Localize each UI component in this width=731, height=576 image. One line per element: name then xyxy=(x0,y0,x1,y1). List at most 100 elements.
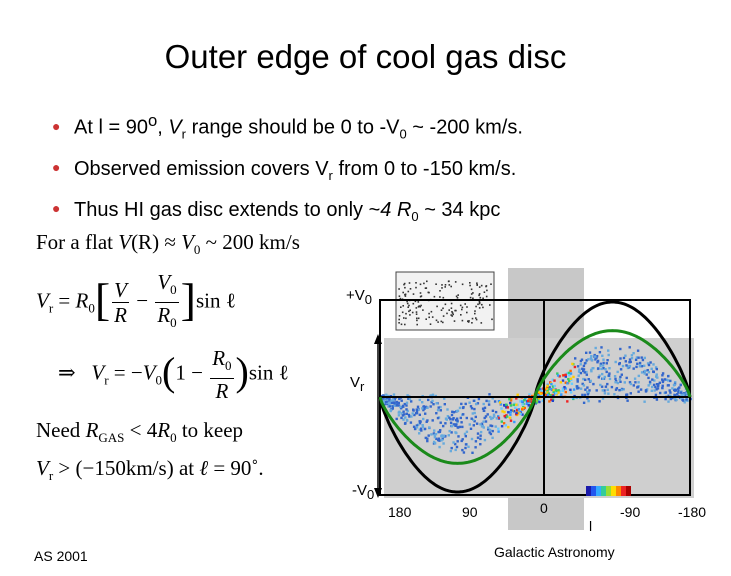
emission-speckle xyxy=(469,405,473,408)
emission-speckle xyxy=(479,434,482,437)
emission-speckle xyxy=(387,405,390,408)
emission-speckle xyxy=(584,388,587,391)
emission-speckle xyxy=(550,394,553,397)
inset-speckle xyxy=(415,307,418,309)
emission-speckle xyxy=(537,390,540,394)
emission-speckle xyxy=(464,446,467,450)
emission-speckle xyxy=(404,416,407,419)
emission-speckle xyxy=(600,385,604,388)
emission-speckle xyxy=(606,359,609,362)
emission-speckle xyxy=(594,355,597,358)
emission-speckle xyxy=(427,434,430,437)
emission-speckle xyxy=(581,393,584,397)
emission-speckle xyxy=(488,431,491,434)
emission-speckle xyxy=(581,382,584,386)
emission-speckle xyxy=(468,423,471,426)
emission-speckle xyxy=(456,440,459,443)
emission-speckle xyxy=(500,407,503,410)
emission-speckle xyxy=(509,410,512,414)
emission-speckle xyxy=(626,365,630,368)
emission-speckle xyxy=(405,408,408,411)
emission-speckle xyxy=(405,412,408,415)
emission-speckle xyxy=(663,378,667,381)
emission-speckle xyxy=(491,397,494,400)
emission-speckle xyxy=(643,364,646,367)
emission-speckle xyxy=(685,392,688,395)
emission-speckle xyxy=(640,371,644,374)
emission-speckle xyxy=(385,393,388,396)
emission-speckle xyxy=(418,398,421,402)
emission-speckle xyxy=(633,377,637,380)
emission-speckle xyxy=(577,370,581,373)
emission-speckle xyxy=(492,413,496,416)
emission-speckle xyxy=(482,409,486,412)
emission-speckle xyxy=(676,393,679,396)
emission-speckle xyxy=(407,397,410,400)
emission-speckle xyxy=(551,385,555,388)
emission-speckle xyxy=(490,424,494,428)
emission-speckle xyxy=(576,380,579,383)
emission-speckle xyxy=(647,384,650,387)
emission-speckle xyxy=(681,398,684,402)
emission-speckle xyxy=(431,399,434,403)
emission-speckle xyxy=(644,389,648,392)
emission-speckle xyxy=(651,378,654,381)
emission-speckle xyxy=(450,446,453,450)
emission-speckle xyxy=(455,445,459,449)
emission-speckle xyxy=(608,367,611,370)
emission-speckle xyxy=(629,392,632,395)
emission-speckle xyxy=(415,411,419,415)
color-scale-swatch xyxy=(611,486,616,496)
emission-speckle xyxy=(510,409,513,412)
emission-speckle xyxy=(418,413,421,416)
emission-speckle xyxy=(412,409,415,412)
emission-speckle xyxy=(418,422,422,425)
emission-speckle xyxy=(409,421,413,424)
emission-speckle xyxy=(507,425,510,429)
color-scale-swatch xyxy=(586,486,591,496)
emission-speckle xyxy=(551,398,555,401)
emission-speckle xyxy=(483,438,487,442)
emission-speckle xyxy=(421,401,424,404)
emission-speckle xyxy=(585,370,588,374)
inset-speckle xyxy=(423,282,425,285)
emission-speckle xyxy=(426,406,429,409)
inset-speckle xyxy=(453,320,456,322)
inset-speckle xyxy=(475,318,478,321)
inset-speckle xyxy=(409,288,412,290)
emission-speckle xyxy=(659,391,662,395)
emission-speckle xyxy=(580,358,584,361)
emission-speckle xyxy=(397,404,401,407)
inset-speckle xyxy=(419,305,421,308)
emission-speckle xyxy=(449,421,453,424)
emission-speckle xyxy=(619,347,622,351)
inset-speckle xyxy=(419,283,422,286)
emission-speckle xyxy=(546,390,549,393)
emission-speckle xyxy=(436,416,440,420)
inset-speckle xyxy=(425,318,427,320)
inset-speckle xyxy=(414,300,417,303)
emission-speckle xyxy=(406,409,409,413)
emission-speckle xyxy=(382,399,385,403)
inset-speckle xyxy=(457,294,459,296)
emission-speckle xyxy=(489,424,492,427)
emission-speckle xyxy=(470,417,473,420)
emission-speckle xyxy=(615,387,619,390)
emission-speckle xyxy=(482,426,485,429)
inset-speckle xyxy=(407,306,409,308)
emission-speckle xyxy=(657,383,660,386)
emission-speckle xyxy=(586,393,590,396)
inset-speckle xyxy=(444,303,447,306)
inset-speckle xyxy=(415,286,417,289)
inset-noise xyxy=(398,280,493,326)
inset-speckle xyxy=(485,295,488,298)
emission-speckle xyxy=(603,375,606,379)
emission-speckle xyxy=(541,399,544,402)
emission-speckle xyxy=(600,346,603,349)
emission-speckle xyxy=(431,419,434,422)
emission-speckle xyxy=(391,399,394,402)
emission-speckle xyxy=(565,372,569,375)
emission-speckle xyxy=(655,388,658,391)
emission-speckle xyxy=(550,382,553,386)
emission-speckle xyxy=(452,441,455,444)
